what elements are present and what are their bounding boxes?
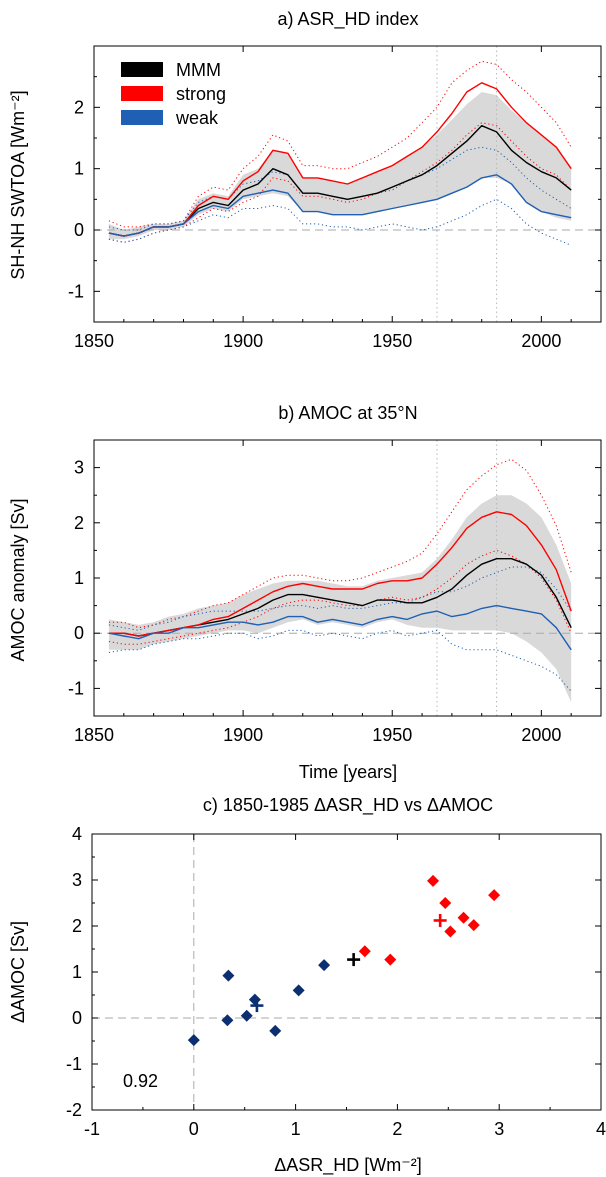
- panel-a-band: [108, 92, 572, 240]
- a-ytick-label: 0: [74, 220, 84, 240]
- legend-swatch-weak: [121, 110, 163, 125]
- c-point-strong: [457, 911, 470, 924]
- b-xtick-label: 1850: [74, 725, 114, 745]
- panel-b-xlabel: Time [years]: [299, 762, 397, 782]
- b-spread-band: [108, 495, 572, 703]
- a-line-strong: [108, 82, 572, 237]
- panel-c-title: c) 1850-1985 ΔASR_HD vs ΔAMOC: [203, 795, 493, 816]
- b-ytick-label: 0: [74, 623, 84, 643]
- a-xtick-label: 1850: [74, 331, 114, 351]
- c-point-weak: [269, 1024, 282, 1037]
- legend-swatch-strong: [121, 86, 163, 101]
- panel-b-band: [108, 495, 572, 703]
- c-ytick-label: 1: [72, 962, 82, 982]
- c-point-strong: [427, 874, 440, 887]
- c-xtick-label: 1: [291, 1119, 301, 1139]
- a-spread-band: [108, 92, 572, 240]
- a-ytick-label: -1: [68, 281, 84, 301]
- panel-c-points: [187, 874, 501, 1047]
- panel-a-legend: MMM strong weak: [121, 60, 226, 128]
- c-point-strong: [488, 889, 501, 902]
- c-ytick-label: -2: [66, 1100, 82, 1120]
- legend-swatch-mmm: [121, 62, 163, 77]
- c-point-weak: [221, 1014, 234, 1027]
- c-point-strong: [467, 919, 480, 932]
- b-line-weak-max: [108, 566, 572, 631]
- b-ytick-label: -1: [68, 678, 84, 698]
- panel-a: a) ASR_HD index SH-NH SWTOA [Wm⁻²] 1850 1…: [8, 9, 602, 351]
- c-ytick-label: 3: [72, 870, 82, 890]
- c-point-weak: [187, 1034, 200, 1047]
- a-xtick-label: 2000: [521, 331, 561, 351]
- panel-b-title: b) AMOC at 35°N: [278, 403, 417, 423]
- c-xtick-label: 0: [189, 1119, 199, 1139]
- panel-c-correlation: 0.92: [123, 1071, 158, 1091]
- b-line-weak: [108, 604, 572, 651]
- a-ytick-label: 1: [74, 159, 84, 179]
- a-line-weak-max: [108, 146, 572, 231]
- c-point-weak: [222, 969, 235, 982]
- legend-label-weak: weak: [175, 108, 219, 128]
- c-ytick-label: 2: [72, 916, 82, 936]
- b-xtick-label: 2000: [521, 725, 561, 745]
- c-point-weak: [292, 984, 305, 997]
- b-ytick-label: 1: [74, 568, 84, 588]
- panel-a-reference-lines: [94, 46, 601, 322]
- panel-c-xlabel: ΔASR_HD [Wm⁻²]: [274, 1155, 422, 1176]
- panel-b-series: [108, 458, 572, 692]
- panel-c: c) 1850-1985 ΔASR_HD vs ΔAMOC ΔAMOC [Sv]…: [8, 795, 606, 1176]
- c-point-strong: [444, 925, 457, 938]
- b-line-weak-min: [108, 629, 572, 692]
- c-point-weak: [248, 993, 261, 1006]
- panel-c-reference-lines: [92, 834, 601, 1110]
- panel-b-ticks: 1850 1900 1950 2000 -1 0 1 2 3: [68, 439, 602, 745]
- b-line-strong-min: [108, 549, 572, 645]
- c-xtick-label: -1: [84, 1119, 100, 1139]
- panel-a-ticks: 1850 1900 1950 2000 -1 0 1 2: [68, 45, 602, 351]
- legend-label-mmm: MMM: [176, 60, 221, 80]
- panel-b: b) AMOC at 35°N AMOC anomaly [Sv] Time […: [8, 403, 602, 782]
- legend-label-strong: strong: [176, 84, 226, 104]
- a-xtick-label: 1950: [372, 331, 412, 351]
- c-ytick-label: 4: [72, 824, 82, 844]
- panel-a-series: [108, 60, 572, 246]
- c-point-weak: [318, 959, 331, 972]
- c-mean-weak-mean: [250, 999, 264, 1013]
- a-ytick-label: 2: [74, 97, 84, 117]
- c-ytick-label: 0: [72, 1008, 82, 1028]
- a-line-weak: [108, 174, 572, 237]
- c-mean-strong-mean: [433, 913, 447, 927]
- panel-a-title: a) ASR_HD index: [277, 9, 418, 30]
- c-xtick-label: 2: [392, 1119, 402, 1139]
- c-point-weak: [240, 1009, 253, 1022]
- panel-b-ylabel: AMOC anomaly [Sv]: [8, 498, 28, 661]
- a-xtick-label: 1900: [223, 331, 263, 351]
- c-mean-MMM-mean: [347, 953, 361, 967]
- panel-a-frame: [93, 45, 602, 323]
- c-point-strong: [439, 897, 452, 909]
- panel-c-ylabel: ΔAMOC [Sv]: [8, 921, 28, 1023]
- c-ytick-label: -1: [66, 1054, 82, 1074]
- b-ytick-label: 3: [74, 458, 84, 478]
- c-point-strong: [384, 953, 397, 966]
- panel-a-ylabel: SH-NH SWTOA [Wm⁻²]: [8, 90, 28, 279]
- panel-c-frame: [91, 833, 602, 1111]
- a-line-strong-max: [108, 60, 572, 228]
- b-ytick-label: 2: [74, 513, 84, 533]
- c-xtick-label: 3: [494, 1119, 504, 1139]
- c-xtick-label: 4: [596, 1119, 606, 1139]
- b-xtick-label: 1900: [223, 725, 263, 745]
- panel-b-reference-lines: [94, 440, 601, 716]
- a-line-weak-min: [108, 198, 572, 246]
- c-point-strong: [358, 945, 371, 958]
- b-xtick-label: 1950: [372, 725, 412, 745]
